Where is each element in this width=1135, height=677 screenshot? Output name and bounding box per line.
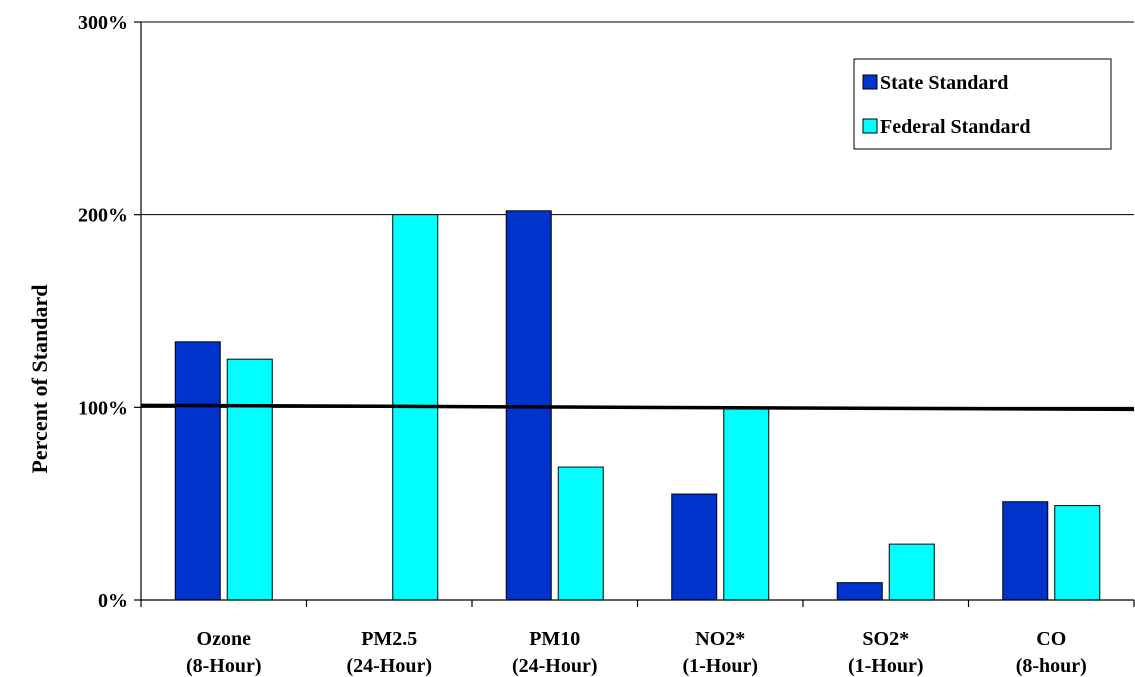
x-tick-label: SO2* (862, 628, 909, 650)
category-labels: Ozone (8-Hour) PM2.5 (24-Hour) PM10 (24-Hour)… (186, 628, 1087, 677)
bar-federal (723, 406, 770, 601)
reference-line (140, 403, 1135, 412)
legend-box (853, 58, 1112, 150)
y-tick-label: 200% (78, 205, 128, 227)
reference-line-group (140, 403, 1135, 412)
legend-swatch (862, 74, 878, 90)
bar-federal (557, 466, 604, 601)
bar-federal (1054, 505, 1101, 601)
bar-federal (888, 543, 935, 601)
legend: State Standard Federal Standard (853, 58, 1112, 150)
bar-state (671, 493, 718, 601)
x-tick-label: (8-Hour) (186, 655, 262, 677)
x-tick-label: PM10 (529, 628, 580, 650)
bar-state (836, 582, 883, 601)
x-tick-label: CO (1036, 628, 1066, 650)
y-tick-label: 300% (78, 12, 128, 34)
legend-swatch (862, 118, 878, 134)
x-tick-label: (24-Hour) (346, 655, 432, 677)
axes (134, 21, 1135, 607)
x-tick-label: (24-Hour) (512, 655, 598, 677)
y-tick-label: 100% (78, 397, 128, 419)
y-axis-title: Percent of Standard (27, 284, 52, 473)
bar-state (1002, 501, 1049, 601)
x-tick-label: PM2.5 (361, 628, 417, 650)
x-tick-label: (8-hour) (1016, 655, 1087, 677)
y-tick-labels: 0% 100% 200% 300% (78, 12, 128, 612)
x-tick-label: (1-Hour) (848, 655, 924, 677)
bar-federal (226, 358, 273, 601)
legend-label: Federal Standard (880, 116, 1031, 138)
bar-state (174, 341, 221, 601)
x-tick-label: Ozone (197, 628, 252, 650)
x-tick-label: (1-Hour) (682, 655, 758, 677)
legend-label: State Standard (880, 72, 1008, 94)
x-tick-label: NO2* (695, 628, 745, 650)
y-tick-label: 0% (98, 590, 128, 612)
